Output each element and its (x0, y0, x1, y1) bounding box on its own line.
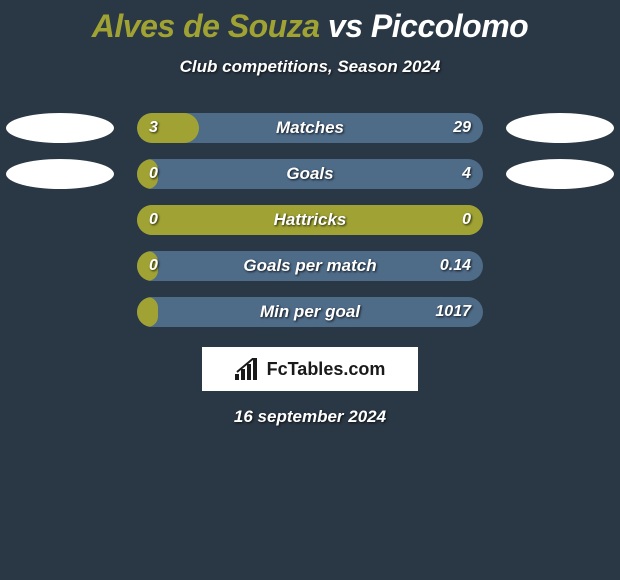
subtitle: Club competitions, Season 2024 (0, 57, 620, 77)
stat-value-right: 0.14 (440, 251, 471, 281)
page-title: Alves de Souza vs Piccolomo (0, 0, 620, 45)
logo-box: FcTables.com (202, 347, 418, 391)
stat-bar-track: 0Hattricks0 (137, 205, 483, 235)
stat-value-right: 1017 (435, 297, 471, 327)
fctables-icon (235, 358, 261, 380)
stat-row: 0Goals4 (0, 159, 620, 189)
player-ellipse-left (6, 159, 114, 189)
stat-label: Matches (137, 113, 483, 143)
stat-bar-track: 0Goals4 (137, 159, 483, 189)
stat-bar-track: Min per goal1017 (137, 297, 483, 327)
logo-text: FcTables.com (267, 359, 386, 380)
stat-label: Goals per match (137, 251, 483, 281)
stat-row: 0Hattricks0 (0, 205, 620, 235)
player-ellipse-left (6, 113, 114, 143)
stat-value-right: 29 (453, 113, 471, 143)
date-text: 16 september 2024 (0, 407, 620, 427)
stat-row: 0Goals per match0.14 (0, 251, 620, 281)
stat-label: Goals (137, 159, 483, 189)
stats-rows: 3Matches290Goals40Hattricks00Goals per m… (0, 113, 620, 327)
stat-row: Min per goal1017 (0, 297, 620, 327)
title-player2: Piccolomo (371, 8, 528, 44)
stat-row: 3Matches29 (0, 113, 620, 143)
stat-label: Hattricks (137, 205, 483, 235)
stat-bar-track: 3Matches29 (137, 113, 483, 143)
stat-value-right: 4 (462, 159, 471, 189)
player-ellipse-right (506, 113, 614, 143)
stat-value-right: 0 (462, 205, 471, 235)
stat-label: Min per goal (137, 297, 483, 327)
title-sep: vs (320, 8, 371, 44)
player-ellipse-right (506, 159, 614, 189)
stat-bar-track: 0Goals per match0.14 (137, 251, 483, 281)
title-player1: Alves de Souza (92, 8, 320, 44)
